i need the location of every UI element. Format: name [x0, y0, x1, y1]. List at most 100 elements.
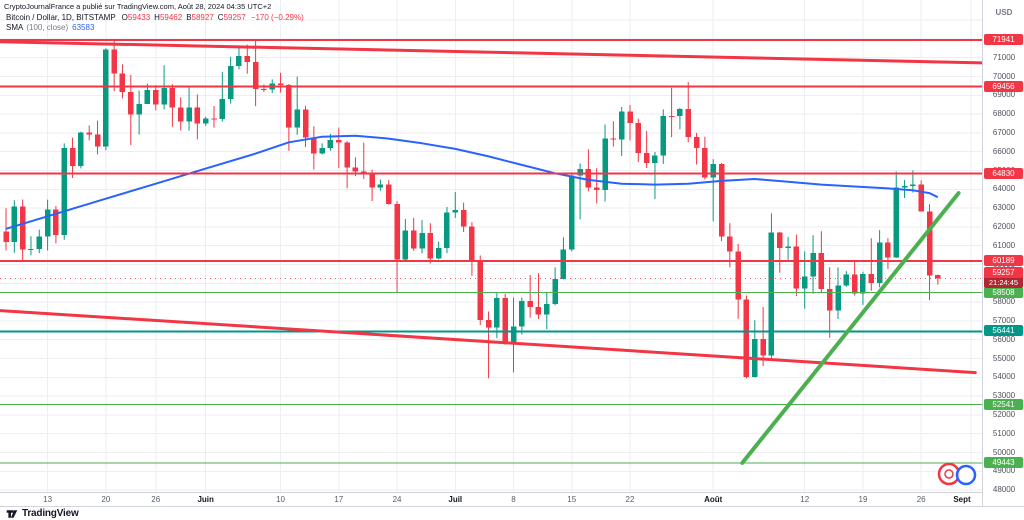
candle-body — [577, 168, 583, 176]
trendline[interactable] — [0, 40, 982, 65]
chart-canvas[interactable] — [0, 0, 982, 492]
candle-body — [851, 274, 858, 294]
ohlc-value: 59462 — [159, 13, 183, 22]
price-tick-label: 52000 — [992, 410, 1016, 419]
price-level-badge: 58508 — [984, 287, 1023, 298]
time-tick-label: Sept — [953, 495, 971, 504]
trendline[interactable] — [0, 309, 977, 375]
candle-body — [544, 304, 550, 315]
time-tick-label: 22 — [625, 495, 635, 504]
time-tick-label: 10 — [276, 495, 285, 504]
ohlc-label: B — [186, 13, 192, 22]
candle-body — [186, 107, 192, 122]
price-tick-label: 51000 — [992, 429, 1016, 438]
time-tick-label: 12 — [800, 495, 810, 504]
candle-body — [410, 230, 417, 249]
watermark-inner-mark — [944, 469, 954, 479]
candle-body — [469, 226, 475, 262]
candle-body — [485, 320, 492, 328]
candle-body — [402, 230, 409, 260]
price-tick-label: 70000 — [992, 72, 1016, 81]
price-tick-label: 58000 — [992, 297, 1016, 306]
candle-body — [635, 122, 642, 154]
candle-body — [677, 109, 683, 116]
price-tick-label: 66000 — [992, 147, 1016, 156]
candle-body — [69, 147, 76, 167]
candle-body — [935, 275, 941, 279]
candle-body — [693, 136, 700, 149]
candle-body — [219, 99, 226, 119]
candle-body — [211, 118, 217, 120]
candle-body — [768, 232, 775, 356]
candle-body — [336, 139, 342, 143]
price-tick-label: 57000 — [992, 316, 1016, 325]
candle-body — [618, 111, 625, 140]
time-tick-label: Juin — [197, 495, 214, 504]
time-tick-label: 15 — [567, 495, 577, 504]
candle-body — [818, 253, 825, 289]
ohlc-value: 58927 — [191, 13, 214, 22]
price-tick-label: 50000 — [992, 448, 1016, 457]
sma-100-line — [5, 134, 939, 230]
tradingview-logo-icon[interactable] — [6, 508, 18, 520]
candle-body — [227, 66, 234, 100]
candle-body — [452, 210, 459, 213]
candle-body — [885, 242, 891, 258]
candles-series — [3, 39, 941, 379]
price-tick-label: 61000 — [992, 241, 1016, 250]
price-axis[interactable]: USD 48000 49000 50000 51000 52000 53000 54000 5… — [982, 0, 1024, 506]
watermark-logo — [937, 462, 977, 486]
candle-body — [94, 134, 101, 147]
candle-body — [111, 49, 117, 74]
candle-body — [743, 299, 750, 377]
trendline[interactable] — [740, 191, 961, 465]
ohlc-label: H — [154, 13, 160, 22]
candle-body — [793, 246, 800, 289]
price-tick-label: 55000 — [992, 354, 1016, 363]
candle-body — [718, 163, 725, 237]
price-tick-label: 71000 — [992, 53, 1016, 62]
candle-body — [460, 210, 467, 227]
candle-body — [535, 307, 542, 315]
last-price-value: 59257 — [992, 268, 1015, 277]
candle-body — [435, 247, 442, 259]
footer-bar: TradingView — [0, 506, 1024, 520]
tradingview-brand[interactable]: TradingView — [22, 508, 79, 519]
price-tick-label: 67000 — [992, 128, 1016, 137]
time-tick-label: 20 — [101, 495, 111, 504]
ohlc-value: 59433 — [127, 13, 151, 22]
candle-body — [385, 184, 392, 205]
price-tick-label: 49000 — [992, 466, 1016, 475]
candle-body — [28, 249, 34, 251]
candle-body — [494, 297, 500, 328]
candle-body — [893, 187, 899, 258]
candle-body — [144, 90, 151, 104]
indicator-legend[interactable]: SMA (100, close) 63583 — [6, 23, 94, 32]
candle-body — [560, 249, 567, 279]
last-price-badge: 59257 21:24:45 — [984, 267, 1023, 288]
ohlc-value: 59257 — [223, 13, 246, 22]
candle-body — [327, 139, 334, 149]
candle-body — [918, 184, 924, 212]
watermark-blue-circle — [955, 464, 977, 486]
candle-body — [843, 274, 850, 286]
candle-body — [53, 209, 59, 235]
candle-body — [760, 338, 766, 356]
price-tick-label: 63000 — [992, 203, 1016, 212]
candle-body — [860, 274, 866, 294]
time-tick-label: 13 — [43, 495, 53, 504]
candle-body — [835, 285, 841, 311]
time-axis[interactable]: 13 20 26 Juin 10 17 24 Juil 8 15 22 Août 12 19 26 Sept — [0, 492, 982, 507]
time-tick-label: 17 — [334, 495, 344, 504]
indicator-params: (100, close) — [26, 23, 69, 32]
candle-body — [103, 49, 109, 147]
symbol-legend[interactable]: Bitcoin / Dollar, 1D, BITSTAMP O59433 H594… — [6, 13, 304, 22]
candle-body — [685, 109, 691, 137]
candle-body — [652, 155, 658, 164]
candle-body — [810, 253, 816, 277]
indicator-name: SMA — [6, 23, 24, 32]
candle-body — [286, 85, 292, 128]
candle-body — [801, 276, 808, 289]
candle-body — [394, 204, 400, 260]
candle-body — [302, 109, 309, 138]
